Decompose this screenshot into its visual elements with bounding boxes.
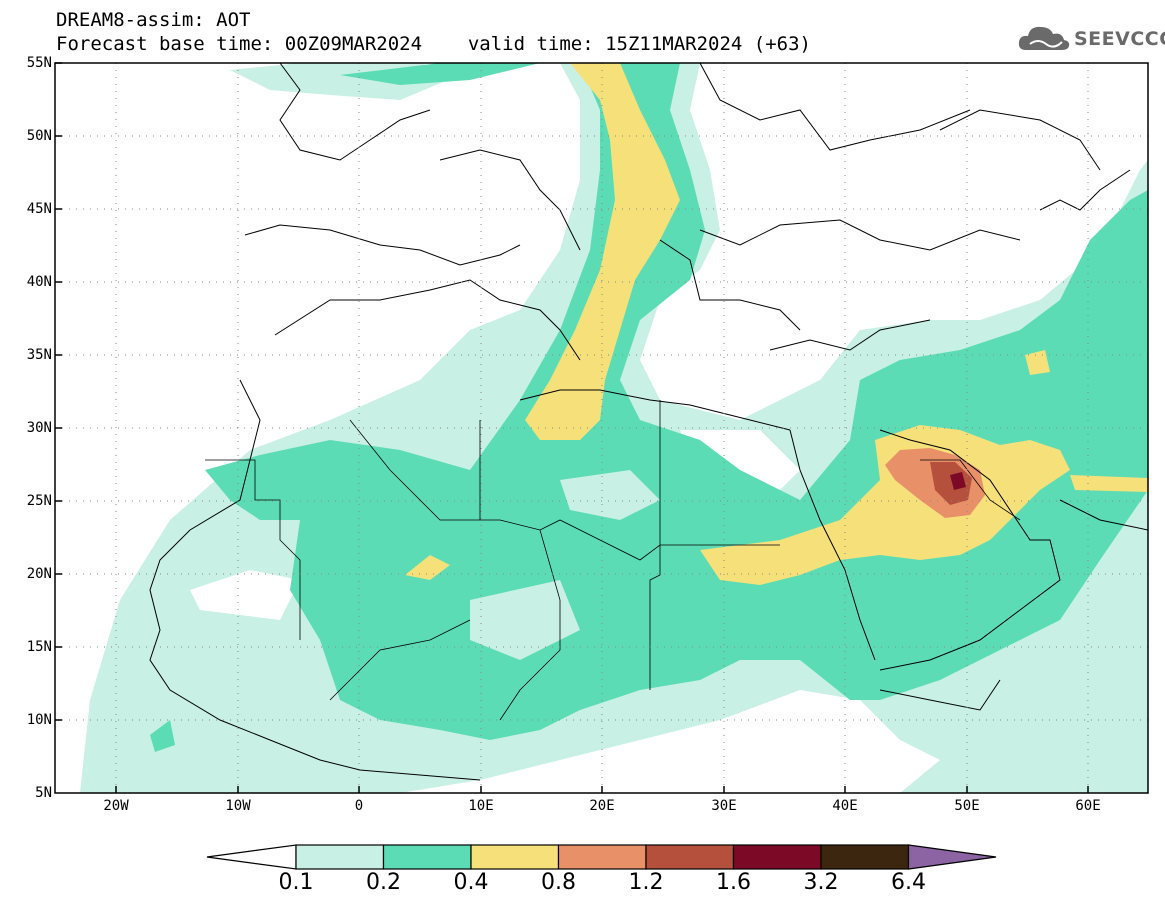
colorbar-bin-1.6 xyxy=(732,844,822,870)
lon-label: 0 xyxy=(354,798,364,814)
valid-time: valid time: 15Z11MAR2024 (+63) xyxy=(467,33,811,55)
colorbar-bin-0.2 xyxy=(382,844,472,870)
lon-label: 60E xyxy=(1075,798,1101,814)
logo-text: SEEVCCC xyxy=(1074,28,1165,50)
lon-label: 20W xyxy=(103,798,129,814)
graticule xyxy=(55,63,1148,793)
coastlines xyxy=(149,62,1149,781)
colorbar-label: 6.4 xyxy=(891,870,926,895)
lat-label: 45N xyxy=(26,201,52,217)
lon-label: 20E xyxy=(589,798,615,814)
lat-label: 25N xyxy=(26,493,52,509)
colorbar xyxy=(206,844,997,870)
lon-label: 10E xyxy=(468,798,494,814)
lat-label: 15N xyxy=(26,639,52,655)
colorbar-label: 1.6 xyxy=(716,870,751,895)
colorbar-bin-1.2 xyxy=(645,844,735,870)
colorbar-bin-0.8 xyxy=(557,844,647,870)
seevccc-logo: SEEVCCC xyxy=(1016,22,1165,56)
lat-label: 50N xyxy=(26,128,52,144)
colorbar-over-arrow xyxy=(907,844,997,870)
colorbar-label: 0.4 xyxy=(453,870,489,895)
cloud-icon xyxy=(1018,26,1070,50)
colorbar-label: 0.1 xyxy=(278,870,314,895)
colorbar-label: 0.8 xyxy=(541,870,576,895)
axis-ticks xyxy=(55,62,1089,793)
colorbar-under-arrow xyxy=(206,844,297,870)
lat-label: 10N xyxy=(26,712,52,728)
lon-label: 50E xyxy=(954,798,980,814)
colorbar-bin-3.2 xyxy=(820,844,910,870)
aot-0.4-region xyxy=(525,63,680,440)
base-time: Forecast base time: 00Z09MAR2024 xyxy=(56,33,423,55)
lat-label: 55N xyxy=(26,55,52,71)
colorbar-label: 1.2 xyxy=(628,870,664,895)
colorbar-label: 3.2 xyxy=(803,870,839,895)
colorbar-label: 0.2 xyxy=(366,870,401,895)
lat-label: 5N xyxy=(35,785,52,801)
lat-label: 30N xyxy=(26,420,52,436)
lat-label: 35N xyxy=(26,347,52,363)
lat-label: 40N xyxy=(26,274,52,290)
lon-label: 40E xyxy=(832,798,858,814)
colorbar-bin-0.1 xyxy=(295,844,385,870)
map-title: DREAM8-assim: AOT xyxy=(56,9,251,31)
lon-label: 30E xyxy=(711,798,737,814)
borders xyxy=(205,400,1021,721)
lat-label: 20N xyxy=(26,566,52,582)
forecast-times: Forecast base time: 00Z09MAR2024 valid t… xyxy=(56,33,811,55)
lon-label: 10W xyxy=(225,798,251,814)
colorbar-bin-0.4 xyxy=(470,844,560,870)
